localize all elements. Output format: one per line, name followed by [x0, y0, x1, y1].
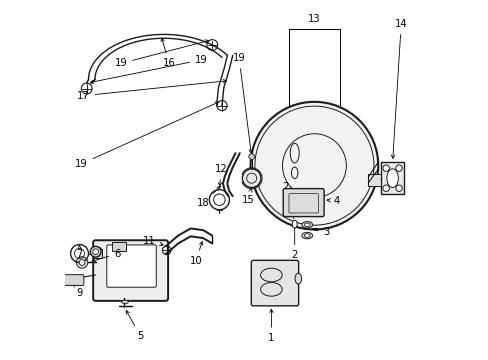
- FancyBboxPatch shape: [251, 260, 298, 306]
- Text: 7: 7: [76, 246, 82, 258]
- FancyBboxPatch shape: [106, 245, 156, 287]
- Circle shape: [382, 185, 388, 192]
- FancyBboxPatch shape: [93, 249, 102, 258]
- Text: 15: 15: [241, 188, 254, 205]
- Text: 6: 6: [92, 248, 120, 262]
- FancyBboxPatch shape: [63, 275, 83, 285]
- Circle shape: [395, 185, 402, 192]
- Circle shape: [382, 165, 388, 171]
- Circle shape: [395, 165, 402, 171]
- Text: 3: 3: [313, 227, 329, 237]
- Ellipse shape: [294, 273, 301, 284]
- FancyBboxPatch shape: [112, 242, 126, 251]
- Circle shape: [93, 249, 99, 255]
- Text: 9: 9: [74, 283, 82, 298]
- FancyBboxPatch shape: [93, 240, 168, 301]
- Circle shape: [250, 102, 378, 229]
- Ellipse shape: [292, 220, 297, 228]
- Text: 19: 19: [114, 40, 208, 68]
- Text: 5: 5: [126, 311, 143, 341]
- Text: 13: 13: [307, 14, 320, 24]
- Text: 14: 14: [390, 19, 407, 158]
- Ellipse shape: [304, 234, 309, 237]
- Ellipse shape: [304, 223, 309, 226]
- FancyBboxPatch shape: [367, 174, 380, 186]
- Circle shape: [90, 246, 101, 257]
- Text: 19: 19: [90, 55, 207, 84]
- Circle shape: [79, 260, 85, 265]
- Text: 19: 19: [232, 53, 252, 153]
- Text: 2: 2: [282, 182, 288, 192]
- Circle shape: [248, 154, 254, 159]
- Ellipse shape: [386, 169, 398, 188]
- Circle shape: [242, 169, 261, 188]
- Circle shape: [76, 257, 88, 268]
- Text: 17: 17: [77, 80, 226, 101]
- Ellipse shape: [301, 232, 312, 239]
- Text: 2: 2: [291, 222, 297, 260]
- Text: 12: 12: [214, 164, 227, 186]
- Text: 8: 8: [95, 247, 102, 257]
- Text: 10: 10: [189, 242, 203, 266]
- FancyBboxPatch shape: [283, 189, 324, 217]
- Ellipse shape: [301, 222, 312, 228]
- Text: 11: 11: [143, 236, 163, 246]
- Text: 1: 1: [267, 309, 274, 343]
- Text: 18: 18: [197, 186, 220, 208]
- Text: 16: 16: [161, 38, 175, 68]
- Text: 19: 19: [75, 102, 218, 169]
- FancyBboxPatch shape: [381, 162, 403, 194]
- Ellipse shape: [122, 300, 128, 304]
- Text: 4: 4: [326, 196, 339, 206]
